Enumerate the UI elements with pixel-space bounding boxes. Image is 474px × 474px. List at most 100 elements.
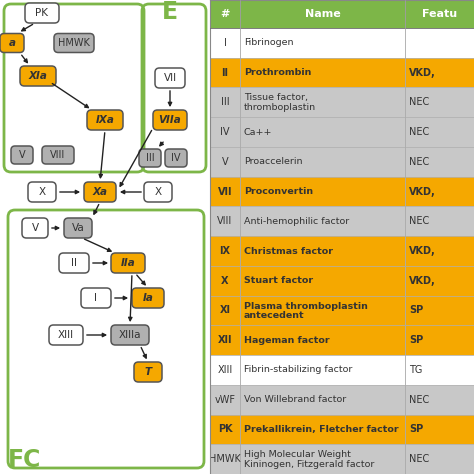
Bar bbox=[210, 236, 240, 266]
FancyBboxPatch shape bbox=[84, 182, 116, 202]
Text: Prothrombin: Prothrombin bbox=[244, 68, 311, 77]
FancyBboxPatch shape bbox=[22, 218, 48, 238]
Bar bbox=[405, 266, 474, 296]
FancyBboxPatch shape bbox=[25, 3, 59, 23]
Text: III: III bbox=[146, 153, 155, 163]
Text: VKD,: VKD, bbox=[409, 246, 436, 256]
Text: VKD,: VKD, bbox=[409, 276, 436, 286]
Bar bbox=[210, 177, 240, 206]
Text: VII: VII bbox=[218, 187, 232, 197]
Text: SP: SP bbox=[409, 335, 423, 345]
Text: thromboplastin: thromboplastin bbox=[244, 103, 316, 112]
Text: Von Willebrand factor: Von Willebrand factor bbox=[244, 395, 346, 404]
Bar bbox=[210, 355, 240, 385]
Bar bbox=[405, 325, 474, 355]
FancyBboxPatch shape bbox=[111, 325, 149, 345]
FancyBboxPatch shape bbox=[81, 288, 111, 308]
Text: Va: Va bbox=[72, 223, 84, 233]
Text: E: E bbox=[162, 0, 178, 24]
Text: Kininogen, Fitzgerald factor: Kininogen, Fitzgerald factor bbox=[244, 460, 374, 469]
FancyBboxPatch shape bbox=[153, 110, 187, 130]
Bar bbox=[210, 444, 240, 474]
Text: Ia: Ia bbox=[143, 293, 154, 303]
Bar bbox=[405, 206, 474, 236]
Text: IX: IX bbox=[219, 246, 230, 256]
Text: NEC: NEC bbox=[409, 454, 429, 464]
FancyBboxPatch shape bbox=[139, 149, 161, 167]
Text: IIa: IIa bbox=[120, 258, 136, 268]
Bar bbox=[210, 325, 240, 355]
Text: Featu: Featu bbox=[422, 9, 457, 19]
Text: IV: IV bbox=[220, 127, 230, 137]
Text: HMWK: HMWK bbox=[58, 38, 90, 48]
Text: X: X bbox=[221, 276, 229, 286]
Text: Tissue factor,: Tissue factor, bbox=[244, 93, 308, 102]
Text: Plasma thromboplastin: Plasma thromboplastin bbox=[244, 301, 368, 310]
Text: #: # bbox=[220, 9, 230, 19]
Text: V: V bbox=[31, 223, 38, 233]
Text: Name: Name bbox=[305, 9, 340, 19]
Bar bbox=[405, 415, 474, 444]
Bar bbox=[210, 147, 240, 177]
Bar bbox=[210, 0, 240, 28]
Bar bbox=[240, 415, 405, 444]
Text: VKD,: VKD, bbox=[409, 68, 436, 78]
FancyBboxPatch shape bbox=[0, 34, 24, 53]
Text: HMWK: HMWK bbox=[209, 454, 241, 464]
FancyBboxPatch shape bbox=[134, 362, 162, 382]
FancyBboxPatch shape bbox=[42, 146, 74, 164]
Text: Hageman factor: Hageman factor bbox=[244, 336, 329, 345]
Text: FC: FC bbox=[9, 448, 42, 472]
Text: NEC: NEC bbox=[409, 97, 429, 107]
Bar bbox=[405, 236, 474, 266]
Bar bbox=[240, 355, 405, 385]
Bar bbox=[240, 296, 405, 325]
Bar bbox=[240, 444, 405, 474]
Text: PK: PK bbox=[218, 424, 232, 434]
Text: PK: PK bbox=[36, 8, 48, 18]
Text: XIIIa: XIIIa bbox=[119, 330, 141, 340]
Text: XII: XII bbox=[218, 335, 232, 345]
Bar bbox=[240, 147, 405, 177]
Text: Stuart factor: Stuart factor bbox=[244, 276, 313, 285]
Text: TG: TG bbox=[409, 365, 422, 375]
Text: I: I bbox=[224, 38, 227, 48]
Text: NEC: NEC bbox=[409, 216, 429, 226]
Bar bbox=[405, 58, 474, 88]
Bar bbox=[405, 117, 474, 147]
Bar bbox=[405, 28, 474, 58]
Text: Xa: Xa bbox=[92, 187, 108, 197]
Text: X: X bbox=[38, 187, 46, 197]
Text: VKD,: VKD, bbox=[409, 187, 436, 197]
Text: vWF: vWF bbox=[215, 395, 236, 405]
Bar bbox=[210, 117, 240, 147]
Text: II: II bbox=[221, 68, 228, 78]
Text: NEC: NEC bbox=[409, 127, 429, 137]
Text: Proaccelerin: Proaccelerin bbox=[244, 157, 302, 166]
Bar bbox=[405, 444, 474, 474]
Text: Prekallikrein, Fletcher factor: Prekallikrein, Fletcher factor bbox=[244, 425, 399, 434]
Bar bbox=[405, 0, 474, 28]
Bar bbox=[210, 266, 240, 296]
Text: XIII: XIII bbox=[218, 365, 233, 375]
Bar bbox=[240, 88, 405, 117]
Bar bbox=[240, 325, 405, 355]
Bar bbox=[240, 206, 405, 236]
Text: XIII: XIII bbox=[58, 330, 74, 340]
Bar bbox=[240, 58, 405, 88]
Bar bbox=[240, 117, 405, 147]
Text: XIa: XIa bbox=[28, 71, 47, 81]
Text: X: X bbox=[155, 187, 162, 197]
Text: VIII: VIII bbox=[218, 216, 233, 226]
Text: VIIa: VIIa bbox=[159, 115, 182, 125]
Bar bbox=[405, 355, 474, 385]
FancyBboxPatch shape bbox=[144, 182, 172, 202]
Bar bbox=[405, 296, 474, 325]
Bar bbox=[210, 296, 240, 325]
FancyBboxPatch shape bbox=[132, 288, 164, 308]
Text: Fibrinogen: Fibrinogen bbox=[244, 38, 293, 47]
Text: VII: VII bbox=[164, 73, 176, 83]
Text: Fibrin-stabilizing factor: Fibrin-stabilizing factor bbox=[244, 365, 352, 374]
Text: a: a bbox=[9, 38, 16, 48]
Text: High Molecular Weight: High Molecular Weight bbox=[244, 450, 351, 459]
